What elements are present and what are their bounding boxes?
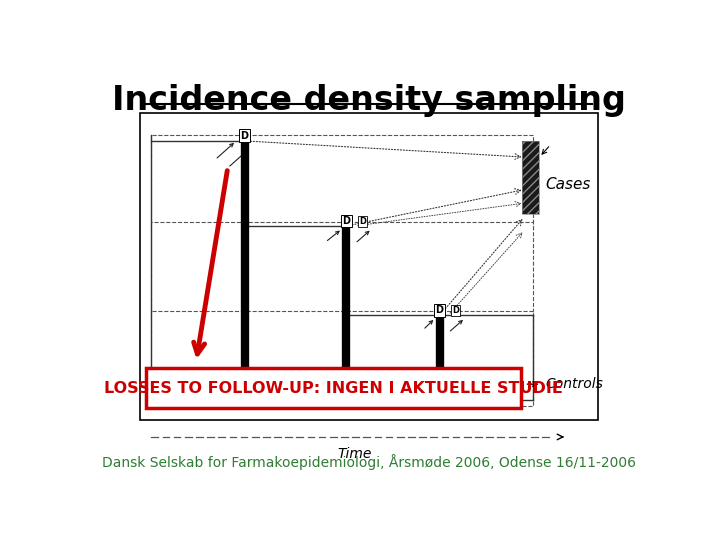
Bar xyxy=(145,368,521,408)
Polygon shape xyxy=(151,136,533,406)
Bar xyxy=(140,113,598,420)
Bar xyxy=(151,136,533,230)
Text: Time: Time xyxy=(338,447,372,461)
Text: Dansk Selskab for Farmakoepidemiologi, Årsmøde 2006, Odense 16/11-2006: Dansk Selskab for Farmakoepidemiologi, Å… xyxy=(102,454,636,470)
Text: D: D xyxy=(342,216,350,226)
Bar xyxy=(151,222,533,319)
Text: Controls: Controls xyxy=(546,377,603,391)
Text: Cases: Cases xyxy=(546,177,591,192)
Bar xyxy=(151,311,533,406)
Text: D: D xyxy=(359,217,366,226)
Text: D: D xyxy=(240,131,248,141)
Text: Incidence density sampling: Incidence density sampling xyxy=(112,84,626,117)
Bar xyxy=(523,141,539,214)
Text: LOSSES TO FOLLOW-UP: INGEN I AKTUELLE STUDIE: LOSSES TO FOLLOW-UP: INGEN I AKTUELLE ST… xyxy=(104,381,563,396)
Text: D: D xyxy=(436,305,444,315)
Text: D: D xyxy=(452,306,459,315)
Bar xyxy=(523,141,539,214)
